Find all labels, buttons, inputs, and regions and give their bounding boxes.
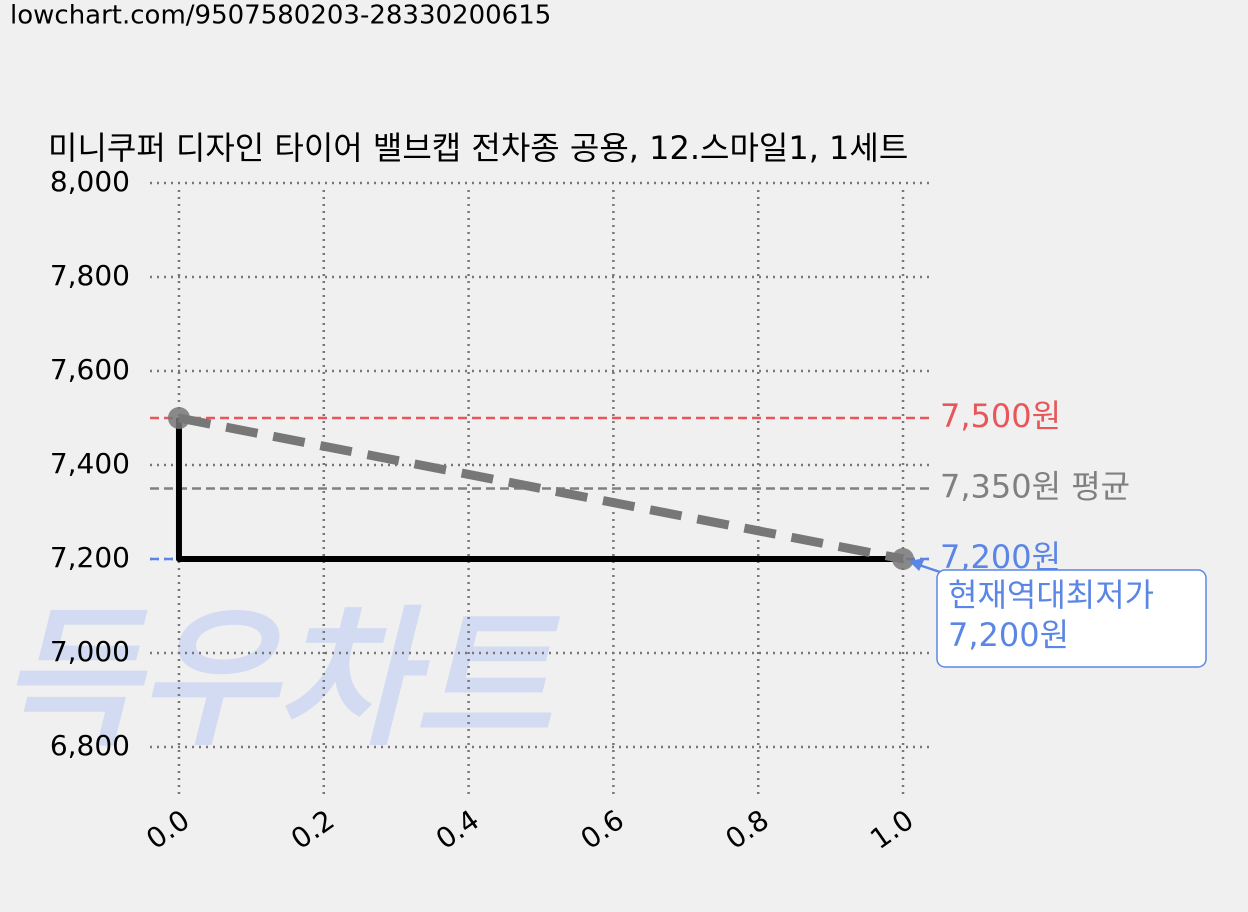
chart-title: 미니쿠퍼 디자인 타이어 밸브캡 전차종 공용, 12.스마일1, 1세트 bbox=[48, 129, 908, 167]
annotation-arrowhead bbox=[909, 558, 926, 571]
line bbox=[178, 413, 904, 564]
url: lowchart.com/9507580203-28330200615 bbox=[10, 1, 551, 31]
annotation-text: 현재역대최저가 bbox=[948, 576, 1154, 614]
point bbox=[892, 548, 915, 570]
y-tick-label: 8,000 bbox=[50, 165, 130, 198]
reference-label: 7,500원 bbox=[940, 397, 1061, 435]
y-tick-label: 7,200 bbox=[50, 541, 130, 574]
point bbox=[167, 407, 190, 429]
y-tick-label: 7,800 bbox=[50, 259, 130, 292]
annotation-text: 7,200원 bbox=[948, 616, 1069, 654]
y-tick-label: 7,600 bbox=[50, 353, 130, 386]
line bbox=[175, 418, 904, 562]
y-tick-label: 6,800 bbox=[50, 729, 130, 762]
annotation-box bbox=[936, 569, 1207, 668]
y-tick-label: 7,000 bbox=[50, 635, 130, 668]
reference-label: 7,350원 평균 bbox=[940, 468, 1130, 506]
y-tick-label: 7,400 bbox=[50, 447, 130, 480]
